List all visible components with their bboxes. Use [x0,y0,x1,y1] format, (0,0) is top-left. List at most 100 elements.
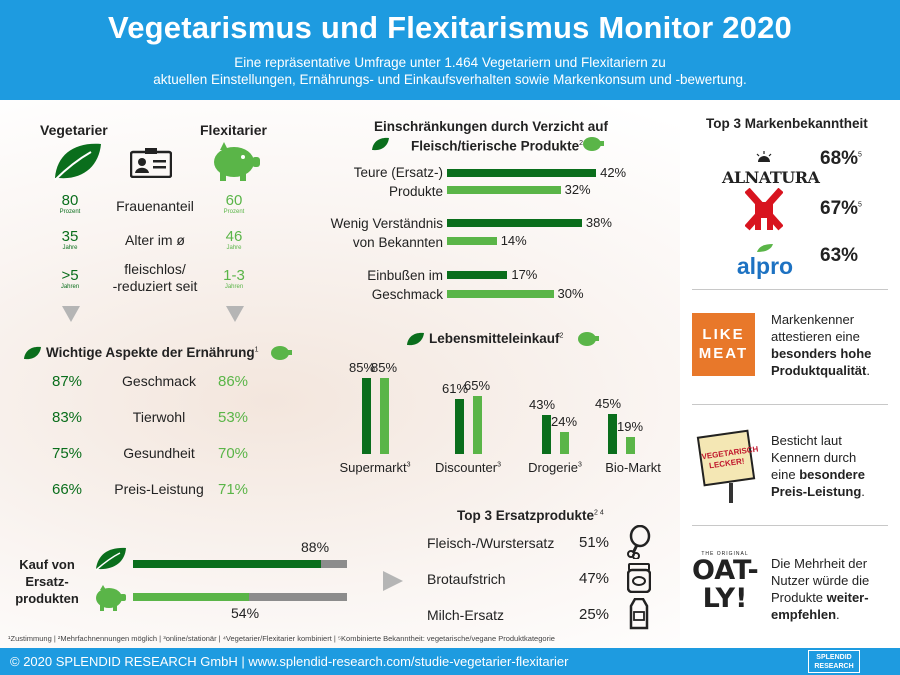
aspect-label: Geschmack [122,373,196,389]
alpro-name: alpro [736,253,794,279]
aspect-label: Gesundheit [123,445,195,461]
drumstick-icon [627,525,651,559]
category-sup: 3 [406,461,411,469]
category-label: Supermarkt3 [330,460,420,475]
substitutes-title-text: Top 3 Ersatzprodukte [457,508,595,523]
lecker-text-l3b: besondere [799,467,865,482]
category-sup: 3 [577,461,582,469]
oatly-small: THE ORIGINAL [701,551,749,557]
restriction-veg-bar [447,169,597,177]
vegetarier-label: Vegetarier [40,122,108,138]
category-text: Drogerie [528,460,578,475]
restriction-veg-pct: 38% [585,215,612,230]
subtitle: Eine repräsentative Umfrage unter 1.464 … [0,54,900,88]
substitute-pct: 47% [579,570,610,587]
compare-row-age: 35 Jahre [45,229,95,252]
piggy-icon [214,142,260,181]
brand-pct-row: 67%5 [820,198,862,220]
id-card-icon [130,148,172,178]
category-label: Bio-Markt [588,460,678,475]
aspects-sup: 1 [254,346,259,354]
divider [692,404,888,405]
aspects-table: 87% Geschmack 86% 83% Tierwohl 53% 75% G… [40,373,290,517]
bar-value-label: 85% [349,359,376,375]
footer: © 2020 SPLENDID RESEARCH GmbH | www.sple… [0,648,900,675]
bar-value-label: 43% [529,397,556,413]
restriction-flex-pct: 32% [564,182,591,197]
aspect-row: 87% Geschmack 86% [40,373,290,409]
restriction-label: Einbußen im Geschmack [300,266,443,304]
splendid-logo-l1: SPLENDID [816,654,852,661]
milk-carton-icon [629,598,649,630]
compare-row-women: 80 Prozent [45,193,95,216]
purchase-flex-pct: 54% [231,605,260,621]
compare-row-age-flex: 46 Jahre [209,229,259,252]
veg-bar-discounter [455,399,464,454]
purchase-flex-bar [133,593,249,601]
aspect-row: 66% Preis-Leistung 71% [40,481,290,517]
since-label: fleischlos/ -reduziert seit [112,261,198,294]
category-text: Supermarkt [339,460,407,475]
bar-value-label: 65% [464,377,491,393]
restriction-label: Wenig Verständnis von Bekannten [300,214,443,252]
purchase-label-l1: Kauf von [19,557,75,572]
leaf-icon [372,137,389,151]
compare-row-women-flex: 60 Prozent [209,193,259,216]
down-arrow-icon [62,306,80,322]
likemeat-text-l3: besonders hohe [771,346,872,361]
divider [692,525,888,526]
brand-sup: 5 [858,151,862,159]
aspect-flex-value: 53% [218,409,249,426]
oatly-text-l1: Die Mehrheit der [771,556,868,571]
brand-pct-row: 63% [820,245,858,267]
category-label: Drogerie3 [510,460,600,475]
piggy-icon [578,332,599,346]
restriction-veg-pct: 17% [511,267,538,282]
category-label: Discounter3 [423,460,513,475]
lecker-badge: VEGETARISCH LECKER! [696,429,759,487]
right-arrow-icon [383,571,403,591]
brand-pct: 68% [820,148,859,169]
restrictions-title-l1: Einschränkungen durch Verzicht auf [373,119,609,134]
alpro-leaf-icon [757,244,773,252]
purchase-veg-pct: 88% [301,539,330,555]
aspect-label: Preis-Leistung [114,481,204,497]
aspect-flex-value: 70% [218,445,249,462]
restriction-label-l1: Einbußen im [367,268,443,283]
leaf-icon [95,547,126,571]
restriction-label-l2: von Bekannten [352,235,443,250]
oatly-text-l4: empfehlen [771,607,837,622]
lecker-text-l4: Preis-Leistung [771,484,862,499]
oatly-l2: LY! [702,583,748,614]
substitutes-sup: 2 4 [594,509,604,517]
category-text: Discounter [434,460,498,475]
shopping-chart: 85% 85% Supermarkt3 61% 65% Discounter3 43% 24%… [330,350,670,490]
likemeat-text-l2: attestieren eine [771,329,860,344]
likemeat-text: Markenkenner attestieren eine besonders … [771,311,896,379]
splendid-logo: SPLENDID RESEARCH [808,650,860,673]
restriction-flex-bar [447,186,561,194]
substitutes-title: Top 3 Ersatzprodukte2 4 [457,508,604,523]
veg-bar-supermarkt [362,377,371,454]
piggy-icon [583,137,604,151]
shopping-sup: 2 [559,332,564,340]
aspect-flex-value: 86% [218,373,249,390]
oatly-l1: OAT- [692,555,759,586]
leaf-icon [54,143,101,181]
aspect-veg-value: 83% [52,409,83,426]
aspect-veg-value: 87% [52,373,83,390]
splendid-logo-l2: RESEARCH [814,663,854,670]
aspect-label: Tierwohl [132,409,186,425]
piggy-icon [271,346,292,360]
header-banner: Vegetarismus und Flexitarismus Monitor 2… [0,0,900,100]
footer-text[interactable]: © 2020 SPLENDID RESEARCH GmbH | www.sple… [10,654,569,669]
mill-logo-icon [745,188,783,231]
footnotes: ¹Zustimmung | ²Mehrfachnennungen möglich… [8,634,555,643]
restriction-flex-pct: 30% [557,286,584,301]
restriction-veg-bar [447,271,508,279]
alnatura-name: ALNATURA [722,168,820,187]
down-arrow-icon [226,306,244,322]
flex-women-unit: Prozent [223,209,245,215]
veg-age-value: 35 [61,228,79,245]
compare-row-since-flex: 1-3 Jahren [209,268,259,291]
